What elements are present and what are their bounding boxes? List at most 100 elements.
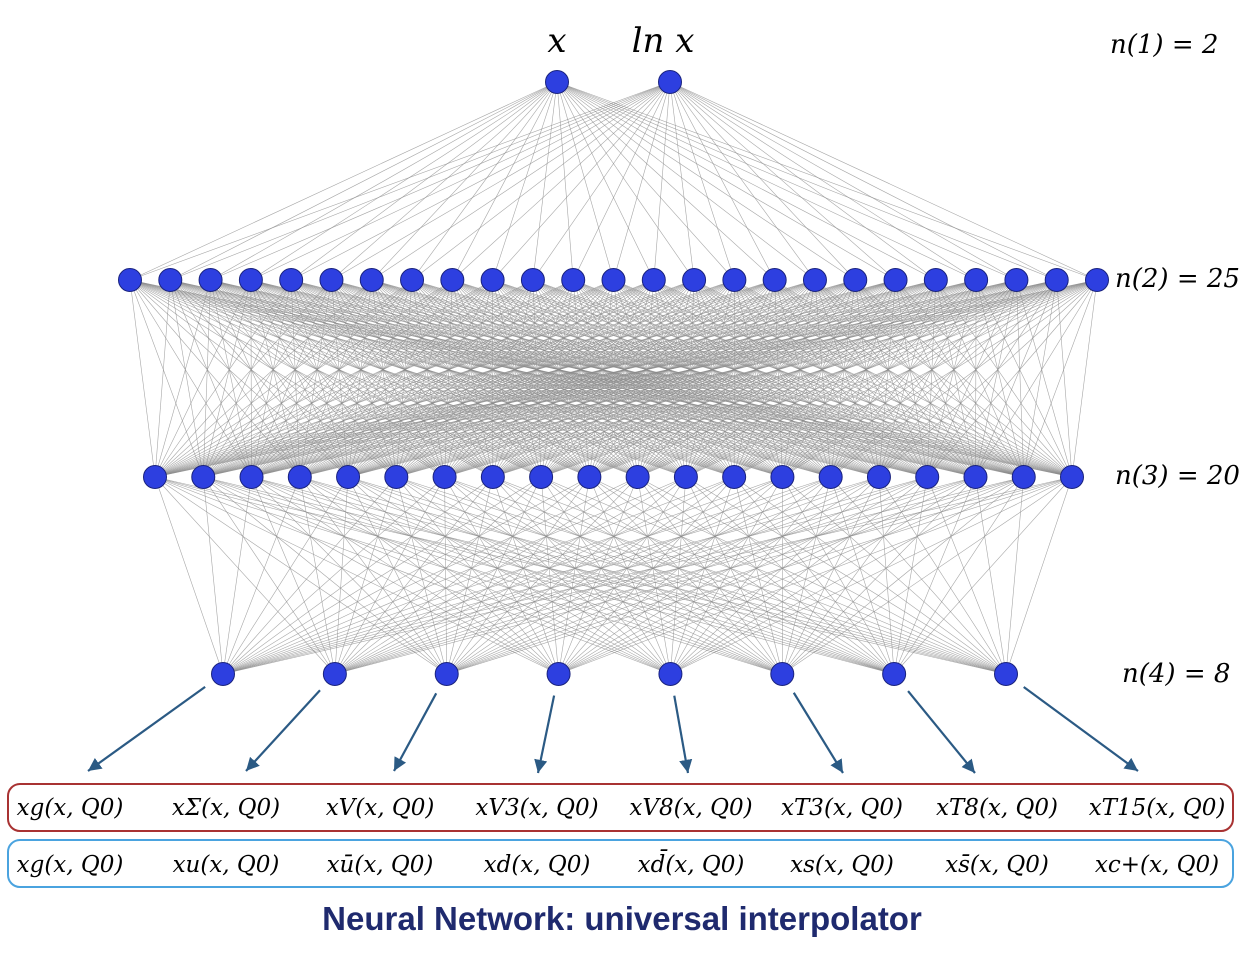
network-edge — [444, 279, 1098, 478]
network-edge — [685, 279, 937, 478]
neuron-layer2-7 — [359, 268, 384, 292]
network-edge — [222, 476, 1073, 675]
network-edge — [613, 81, 671, 281]
network-edge — [154, 476, 336, 675]
network-edge — [975, 279, 1017, 478]
network-edge — [782, 279, 1057, 478]
network-edge — [444, 476, 671, 675]
neuron-layer3-6 — [384, 465, 409, 489]
network-edge — [222, 476, 783, 675]
network-edge — [558, 476, 880, 675]
network-edge — [396, 279, 896, 478]
neuron-layer3-9 — [529, 465, 554, 489]
network-edge — [334, 476, 687, 675]
network-edge — [589, 476, 1007, 675]
network-edge — [669, 81, 1098, 281]
evolution-basis-box — [7, 783, 1234, 832]
network-edge — [975, 279, 977, 478]
neuron-layer2-21 — [923, 268, 948, 292]
network-edge — [299, 279, 1017, 478]
neuron-layer1-1 — [545, 70, 569, 94]
network-edge — [558, 476, 976, 675]
network-edge — [670, 476, 976, 675]
neuron-layer2-18 — [802, 268, 827, 292]
network-edge — [878, 476, 895, 675]
network-edge — [347, 476, 671, 675]
network-edge — [154, 279, 171, 478]
network-edge — [396, 476, 895, 675]
network-edge — [347, 279, 977, 478]
network-edge — [299, 476, 1007, 675]
neuron-layer3-17 — [915, 465, 940, 489]
network-edge — [637, 476, 671, 675]
network-edge — [1023, 279, 1098, 478]
network-edge — [558, 476, 831, 675]
flavour-basis-label-1: xg(x, Q0) — [17, 852, 124, 878]
network-edge — [637, 279, 896, 478]
evolution-basis-label-3: xV(x, Q0) — [326, 795, 435, 821]
network-edge — [203, 476, 671, 675]
network-edge — [975, 279, 1098, 478]
output-arrow-6 — [792, 692, 844, 774]
network-edge — [411, 81, 558, 281]
network-edge — [299, 279, 1057, 478]
network-edge — [670, 476, 687, 675]
network-edge — [452, 81, 671, 281]
flavour-basis-label-4: xd(x, Q0) — [484, 852, 591, 878]
network-edge — [154, 279, 413, 478]
neuron-layer4-6 — [770, 662, 795, 686]
network-edge — [878, 279, 896, 478]
network-edge — [446, 476, 542, 675]
network-edge — [1023, 279, 1058, 478]
network-edge — [396, 279, 936, 478]
network-edge — [250, 279, 252, 478]
neuron-layer3-11 — [625, 465, 650, 489]
neuron-layer4-7 — [882, 662, 907, 686]
network-edge — [670, 476, 1024, 675]
network-edge — [222, 476, 590, 675]
network-edge — [685, 476, 783, 675]
network-edge — [685, 476, 895, 675]
neuron-layer2-2 — [158, 268, 183, 292]
network-edge — [347, 476, 895, 675]
caption: Neural Network: universal interpolator — [322, 900, 922, 937]
network-edge — [396, 279, 1017, 478]
flavour-basis-box — [7, 839, 1234, 888]
network-edge — [396, 476, 448, 675]
network-edge — [492, 279, 1017, 478]
network-edge — [154, 279, 211, 478]
network-edge — [556, 81, 1098, 281]
evolution-basis-label-2: xΣ(x, Q0) — [172, 795, 280, 821]
network-edge — [251, 279, 977, 478]
network-edge — [154, 476, 1007, 675]
layer-label-2: n(2) = 25 — [1115, 264, 1240, 294]
network-edge — [129, 81, 558, 281]
network-edge — [669, 81, 695, 281]
network-edge — [492, 279, 936, 478]
flavour-basis-label-7: xs̄(x, Q0) — [945, 852, 1049, 878]
network-edge — [734, 279, 1098, 478]
network-edge — [222, 476, 976, 675]
output-arrow-2 — [245, 689, 321, 772]
network-edge — [733, 279, 1017, 478]
network-edge — [251, 476, 895, 675]
network-edge — [251, 476, 447, 675]
neuron-layer2-15 — [682, 268, 707, 292]
network-edge — [669, 81, 816, 281]
network-edge — [669, 81, 977, 281]
network-edge — [556, 81, 614, 281]
network-edge — [685, 476, 1007, 675]
network-edge — [782, 476, 1007, 675]
network-edge — [669, 81, 937, 281]
network-edge — [558, 476, 783, 675]
evolution-basis-label-4: xV3(x, Q0) — [475, 795, 598, 821]
network-edge — [669, 81, 775, 281]
network-edge — [589, 279, 1017, 478]
output-arrow-4 — [534, 695, 556, 774]
network-edge — [733, 476, 895, 675]
network-edge — [926, 279, 937, 478]
input-label-ln-x: ln x — [632, 21, 695, 61]
neuron-layer3-15 — [818, 465, 843, 489]
network-edge — [347, 279, 896, 478]
network-edge — [222, 476, 831, 675]
